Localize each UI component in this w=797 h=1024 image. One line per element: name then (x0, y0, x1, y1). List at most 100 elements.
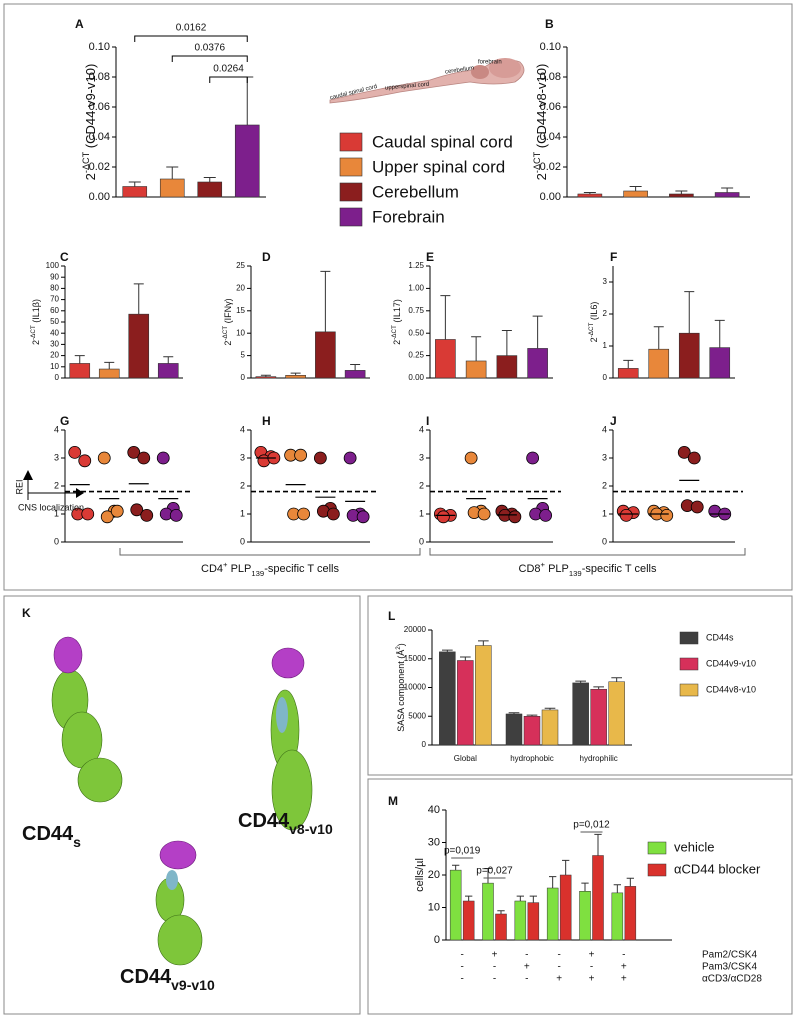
y-axis-label: 2-ΔCT (CD44 v9-v10) (81, 64, 98, 181)
bar (678, 332, 700, 379)
structure-label-part: v9-v10 (171, 977, 215, 993)
condition-mark: - (622, 950, 625, 961)
group-label-part: + (223, 560, 228, 569)
panel-frame (367, 595, 793, 776)
y-tick-label: 10000 (404, 683, 427, 692)
error-bar (529, 895, 537, 903)
data-point (326, 507, 340, 521)
condition-mark: + (621, 974, 627, 985)
y-axis-label: 2-ΔCT (IFNγ) (222, 298, 233, 345)
axis-key-x: CNS localization (18, 502, 84, 512)
structure-label-part: CD44 (238, 810, 290, 832)
bar (590, 688, 607, 746)
y-axis-label-part: -ΔCT (30, 325, 37, 340)
panel-letter: L (388, 609, 395, 623)
condition-mark: - (590, 962, 593, 973)
bar (669, 193, 694, 198)
y-tick-label: 3 (603, 277, 608, 286)
error-bar (526, 714, 538, 717)
bar (462, 900, 475, 941)
y-axis-label-part: SASA component (Å (396, 650, 406, 732)
axis-key-y: REI (14, 479, 24, 494)
y-tick-label: 20000 (404, 625, 427, 634)
condition-mark: - (557, 950, 560, 961)
y-tick-label: 2 (603, 309, 608, 318)
bar (495, 913, 507, 941)
y-axis-label-part: (IFNγ) (223, 298, 233, 326)
panel-letter: F (610, 250, 617, 264)
y-tick-label: 0.25 (408, 351, 424, 360)
error-bar (478, 640, 489, 646)
group-bracket (429, 548, 746, 556)
error-bar (626, 877, 634, 887)
legend-label: CD44v8-v10 (706, 684, 756, 694)
y-tick-label: 0 (419, 536, 424, 546)
y-axis-label-part: -ΔCT (588, 323, 595, 338)
data-point (313, 451, 327, 465)
condition-mark: + (621, 962, 627, 973)
bar (611, 892, 624, 941)
y-axis-label: cells/µl (414, 858, 426, 892)
significance-label: 0.0162 (176, 23, 207, 34)
bar (592, 855, 604, 941)
y-tick-label: 0 (241, 373, 246, 382)
bar (122, 186, 148, 198)
y-tick-label: 15000 (404, 654, 427, 663)
legend-label: CD44v9-v10 (706, 658, 756, 668)
panel-letter: B (545, 17, 554, 31)
x-tick-label: Global (454, 754, 477, 763)
y-tick-label: 3 (54, 452, 59, 462)
significance-bracket (171, 55, 248, 62)
data-point (477, 507, 491, 521)
bar (128, 313, 150, 379)
condition-mark: - (460, 962, 463, 973)
y-tick-label: 0 (434, 934, 440, 946)
y-tick-label: 20 (428, 869, 440, 881)
y-axis-label-part: -ΔCT (532, 151, 542, 173)
data-point (127, 445, 141, 459)
y-tick-label: 10 (236, 328, 245, 337)
legend-swatch (339, 207, 363, 227)
y-tick-label: 0 (603, 373, 608, 382)
structure-label-part: CD44 (22, 823, 74, 845)
y-tick-label: 0.06 (540, 101, 561, 113)
error-bar (452, 864, 460, 871)
legend-swatch (679, 631, 699, 645)
data-point (297, 507, 311, 521)
illustration-label: cerebellum (445, 66, 475, 76)
y-tick-label: 0 (422, 740, 427, 749)
legend-swatch (679, 657, 699, 671)
y-tick-label: 5 (241, 351, 246, 360)
data-point (677, 445, 691, 459)
y-tick-label: 80 (50, 284, 59, 293)
error-bar (583, 192, 596, 194)
legend-swatch (647, 863, 667, 877)
bar (234, 124, 260, 198)
structure-label: CD44v9-v10 (120, 966, 215, 992)
error-bar (203, 177, 216, 182)
condition-mark: + (524, 962, 530, 973)
bar (344, 370, 366, 379)
y-tick-label: 40 (428, 804, 440, 816)
y-axis-label-part: -ΔCT (222, 326, 229, 341)
condition-mark: - (525, 974, 528, 985)
y-axis-label-part: 2 (223, 341, 233, 346)
significance-label: p=0,012 (573, 820, 610, 831)
y-axis-label-part: (CD44 v8-v10) (534, 64, 549, 152)
data-point (508, 510, 522, 524)
bar (541, 709, 559, 746)
panel-letter: J (610, 414, 617, 428)
error-bar (350, 364, 361, 371)
y-axis-label: 2-ΔCT (IL1β) (30, 299, 41, 345)
y-tick-label: 30 (428, 836, 440, 848)
group-label-part: CD8 (519, 563, 541, 575)
bar (449, 869, 462, 941)
y-tick-label: 90 (50, 272, 59, 281)
mouse-illustration (329, 58, 525, 104)
error-bar (460, 656, 471, 661)
bar (285, 375, 306, 379)
bar (514, 900, 527, 941)
data-point (169, 509, 183, 522)
significance-bracket (209, 76, 248, 83)
error-bar (440, 295, 451, 340)
